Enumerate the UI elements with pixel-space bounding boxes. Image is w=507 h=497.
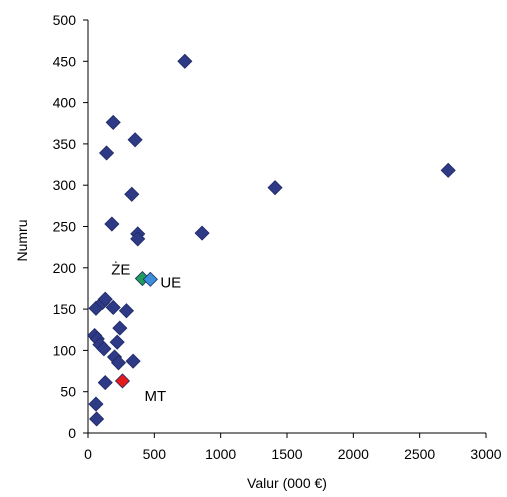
point-label: UE xyxy=(160,274,181,291)
data-point xyxy=(104,216,120,232)
data-point xyxy=(112,320,128,336)
data-point xyxy=(127,132,143,148)
data-point xyxy=(105,299,121,316)
data-point xyxy=(125,353,141,369)
point-label: ŻE xyxy=(111,261,130,279)
y-tick-label: 350 xyxy=(53,136,77,152)
y-tick-label: 450 xyxy=(53,53,77,69)
data-point xyxy=(97,291,113,307)
data-point xyxy=(88,396,104,412)
y-axis-ticks: 0 50 100 150 200 250 300 350 400 450 500 xyxy=(53,12,88,441)
data-points xyxy=(87,53,456,427)
data-point xyxy=(96,341,112,357)
data-point xyxy=(130,231,146,247)
data-point xyxy=(177,53,193,69)
data-point xyxy=(110,355,127,371)
data-point xyxy=(89,411,105,427)
data-point xyxy=(124,186,140,202)
data-point xyxy=(194,225,210,241)
y-tick-label: 150 xyxy=(53,301,77,317)
x-tick-label: 500 xyxy=(143,446,167,462)
x-tick-label: 0 xyxy=(84,446,92,462)
y-tick-label: 100 xyxy=(53,342,77,358)
x-tick-label: 2000 xyxy=(338,446,369,462)
highlighted-point-mt xyxy=(114,373,131,389)
data-point xyxy=(99,145,115,161)
y-tick-label: 400 xyxy=(53,95,77,111)
x-axis-title: Valur (000 €) xyxy=(247,475,327,491)
y-tick-label: 0 xyxy=(68,425,76,441)
y-tick-label: 300 xyxy=(53,177,77,193)
point-label: MT xyxy=(144,388,166,405)
highlighted-points: ŻE UE MT xyxy=(111,261,181,405)
y-tick-label: 50 xyxy=(60,384,76,400)
data-point xyxy=(440,162,456,178)
x-tick-label: 3000 xyxy=(470,446,501,462)
data-point xyxy=(105,114,121,130)
data-point xyxy=(118,303,135,319)
data-point xyxy=(109,334,125,350)
x-tick-label: 1000 xyxy=(205,446,236,462)
x-tick-label: 1500 xyxy=(271,446,302,462)
highlighted-point-ue xyxy=(142,271,158,287)
data-point xyxy=(267,180,283,196)
data-point xyxy=(97,375,113,391)
y-axis-title: Numru xyxy=(14,219,30,261)
x-axis-ticks: 0 500 1000 1500 2000 2500 3000 xyxy=(84,433,502,462)
x-tick-label: 2500 xyxy=(404,446,435,462)
axes xyxy=(87,20,486,434)
y-tick-label: 250 xyxy=(53,219,77,235)
y-tick-label: 200 xyxy=(53,260,77,276)
y-tick-label: 500 xyxy=(53,12,77,28)
